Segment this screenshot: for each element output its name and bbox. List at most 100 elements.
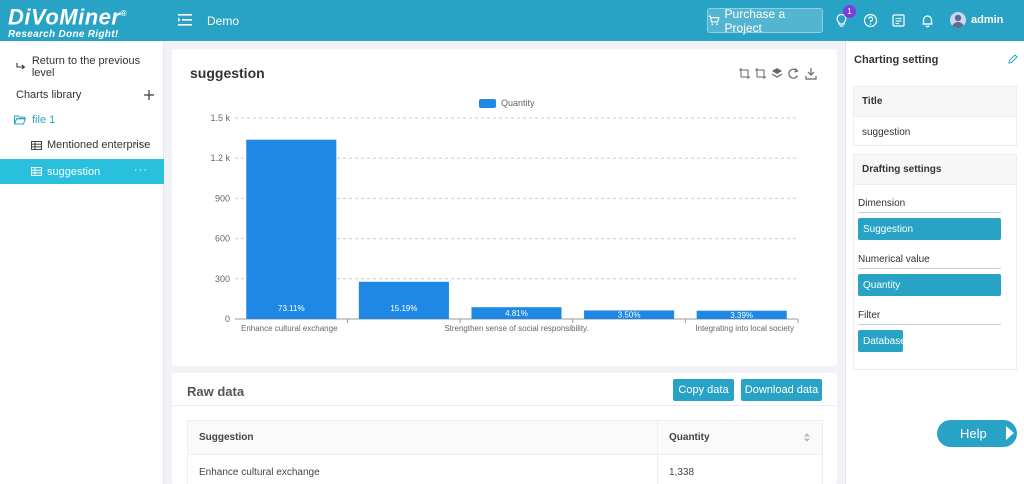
- bar-percentage-label: 73.11%: [278, 304, 305, 313]
- edit-icon[interactable]: [1008, 54, 1018, 64]
- raw-data-card: Raw data Copy data Download data Suggest…: [172, 373, 837, 484]
- left-sidebar: Return to the previous level Charts libr…: [0, 41, 164, 484]
- title-box-header: Title: [854, 87, 1016, 117]
- y-tick-label: 900: [215, 193, 230, 203]
- more-options-icon[interactable]: ···: [134, 138, 148, 150]
- avatar[interactable]: [950, 12, 966, 28]
- return-label: Return to the previous level: [31, 55, 141, 79]
- stack-icon[interactable]: [771, 68, 783, 78]
- dimension-label: Dimension: [858, 198, 906, 209]
- cell-suggestion: Enhance cultural exchange: [188, 455, 658, 484]
- top-bar: DiVoMiner® Research Done Right! Demo Pur…: [0, 0, 1024, 41]
- sidebar-item-label: Mentioned enterprise: [47, 139, 151, 151]
- sidebar-item-suggestion[interactable]: suggestion ···: [0, 159, 164, 184]
- help-label: Help: [960, 426, 987, 441]
- drafting-box-header: Drafting settings: [854, 155, 1016, 185]
- title-settings-box: Title suggestion: [853, 86, 1017, 146]
- table-header: Suggestion Quantity: [188, 421, 822, 455]
- more-options-icon[interactable]: ···: [134, 164, 148, 176]
- add-icon[interactable]: [144, 90, 154, 100]
- filter-field-tag[interactable]: Database: [858, 330, 906, 352]
- folder-file-1[interactable]: file 1: [0, 108, 164, 132]
- numerical-field-tag[interactable]: Quantity: [858, 274, 1001, 296]
- play-icon: [1006, 426, 1014, 440]
- chart-bar[interactable]: [358, 281, 449, 319]
- chart-card: suggestion Quantity 0 300 600 900 1.2 k 1.5 k…: [172, 49, 837, 366]
- chart-title: suggestion: [190, 65, 265, 81]
- x-category-label: Integrating into local society: [695, 324, 794, 333]
- chart-bar[interactable]: [584, 310, 675, 319]
- sort-icon[interactable]: [804, 433, 810, 442]
- chart-bar[interactable]: [696, 310, 787, 319]
- filter-label: Filter: [858, 310, 881, 321]
- sidebar-item-mentioned-enterprise[interactable]: Mentioned enterprise ···: [0, 133, 164, 157]
- bell-icon[interactable]: [920, 13, 935, 28]
- column-header-quantity[interactable]: Quantity: [658, 421, 822, 454]
- cell-quantity: 1,338: [669, 466, 695, 478]
- notification-badge: 1: [843, 5, 856, 18]
- y-tick-label: 1.5 k: [210, 113, 230, 123]
- bar-percentage-label: 4.81%: [505, 309, 528, 318]
- bar-percentage-label: 3.50%: [618, 311, 641, 320]
- download-icon[interactable]: [805, 68, 817, 80]
- menu-toggle-icon[interactable]: [178, 13, 192, 27]
- y-tick-label: 300: [215, 274, 230, 284]
- project-title: Demo: [207, 14, 240, 28]
- username[interactable]: admin: [971, 14, 1004, 26]
- numerical-value-label: Numerical value: [858, 254, 930, 265]
- divider: [172, 405, 837, 406]
- logo-tagline: Research Done Right!: [8, 29, 119, 41]
- return-previous-level[interactable]: Return to the previous level: [0, 55, 164, 79]
- chart-bar[interactable]: [471, 307, 562, 319]
- divominer-logo[interactable]: DiVoMiner® Research Done Right!: [8, 3, 158, 41]
- return-icon: [16, 63, 26, 70]
- zoom-area-icon[interactable]: [739, 68, 750, 79]
- raw-data-title: Raw data: [187, 384, 245, 399]
- copy-data-button[interactable]: Copy data: [673, 379, 734, 401]
- dimension-field-tag[interactable]: Suggestion: [858, 218, 1001, 240]
- divider: [858, 212, 1001, 213]
- download-data-button[interactable]: Download data: [741, 379, 822, 401]
- y-tick-label: 1.2 k: [210, 153, 230, 163]
- chart-bar[interactable]: [246, 139, 337, 319]
- charting-settings-panel: Charting setting Title suggestion Drafti…: [845, 41, 1024, 484]
- divider: [858, 268, 1001, 269]
- logo-text: DiVoMiner: [8, 4, 121, 30]
- table-row: Enhance cultural exchange 1,338: [188, 455, 822, 484]
- column-header-label: Quantity: [669, 432, 710, 443]
- help-circle-icon[interactable]: [863, 13, 878, 28]
- folder-label: file 1: [32, 114, 56, 126]
- charts-library-label: Charts library: [16, 89, 82, 101]
- chart-toolbox: [739, 68, 817, 80]
- divider: [858, 324, 1001, 325]
- help-button[interactable]: Help: [937, 420, 1017, 447]
- table-icon: [31, 140, 42, 150]
- user-avatar-icon: [952, 14, 964, 28]
- logo-reg-mark: ®: [120, 9, 127, 18]
- x-category-label: Enhance cultural exchange: [241, 324, 338, 333]
- drafting-settings-box: Drafting settings: [853, 154, 1017, 370]
- panel-title: Charting setting: [854, 54, 939, 66]
- legend-swatch: [479, 98, 496, 108]
- y-tick-label: 0: [225, 314, 230, 324]
- title-value[interactable]: suggestion: [862, 127, 911, 138]
- refresh-icon[interactable]: [788, 68, 799, 79]
- chart-legend[interactable]: Quantity: [479, 98, 535, 108]
- y-tick-label: 600: [215, 234, 230, 244]
- bar-percentage-label: 15.19%: [390, 304, 417, 313]
- x-category-label: Strengthen sense of social responsibilit…: [444, 324, 588, 333]
- sidebar-item-label: suggestion: [47, 165, 101, 178]
- bar-percentage-label: 3.39%: [730, 311, 753, 320]
- charts-library-header: Charts library: [0, 83, 164, 107]
- zoom-reset-icon[interactable]: [755, 68, 766, 79]
- legend-label: Quantity: [501, 98, 535, 108]
- table-icon: [31, 167, 42, 176]
- cart-icon: [708, 15, 720, 26]
- document-icon[interactable]: [891, 13, 906, 28]
- bar-chart: 0 300 600 900 1.2 k 1.5 k 73.11% Enhance cultur…: [210, 113, 799, 333]
- purchase-project-label: Purchase a Project: [724, 6, 786, 35]
- purchase-project-button[interactable]: Purchase a Project: [707, 6, 823, 35]
- column-header-suggestion[interactable]: Suggestion: [188, 421, 658, 454]
- raw-data-table: Suggestion Quantity Enhance cultural exc…: [187, 420, 823, 484]
- folder-open-icon: [14, 115, 26, 125]
